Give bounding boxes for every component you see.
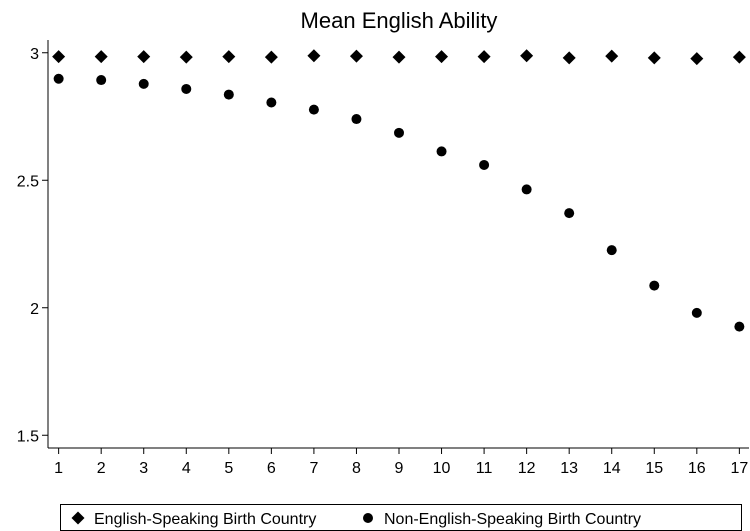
data-point	[606, 245, 617, 256]
data-point	[222, 50, 236, 64]
data-point	[96, 75, 107, 86]
data-point	[605, 49, 619, 63]
series-non-english-speaking	[53, 73, 745, 332]
data-point	[137, 50, 151, 64]
data-point	[52, 50, 66, 64]
data-point	[392, 50, 406, 64]
x-tick-label: 13	[560, 460, 578, 477]
data-point	[477, 50, 491, 64]
x-tick-label: 8	[352, 460, 361, 477]
x-tick-label: 5	[224, 460, 233, 477]
data-point	[179, 50, 193, 64]
y-tick-label: 3	[30, 46, 39, 63]
legend-label: English-Speaking Birth Country	[94, 511, 316, 528]
data-point	[734, 321, 745, 332]
data-point	[308, 104, 319, 115]
x-tick-label: 6	[267, 460, 276, 477]
data-point	[521, 184, 532, 195]
x-tick-label: 4	[182, 460, 191, 477]
data-point	[520, 49, 534, 63]
data-point	[564, 208, 575, 219]
legend: English-Speaking Birth Country Non-Englis…	[60, 504, 742, 531]
data-point	[349, 49, 363, 63]
x-tick-label: 12	[518, 460, 536, 477]
x-tick-label: 17	[730, 460, 748, 477]
data-point	[266, 97, 277, 108]
data-point	[435, 50, 449, 64]
axes: 1.522.531 2 3 4 5 6 7 8 9 10 11 12 13 14 15 16 17	[17, 40, 749, 477]
data-point	[649, 280, 660, 291]
data-point	[94, 50, 108, 64]
data-point	[181, 83, 192, 94]
data-point	[138, 78, 149, 89]
data-point	[351, 114, 362, 125]
y-tick-label: 2.5	[17, 173, 39, 190]
data-point	[307, 49, 321, 63]
chart-title: Mean English Ability	[301, 8, 498, 33]
data-point	[732, 50, 746, 64]
data-point	[223, 89, 234, 100]
data-point	[53, 73, 64, 84]
x-tick-label: 1	[54, 460, 63, 477]
data-point	[562, 51, 576, 65]
data-point	[264, 50, 278, 64]
legend-box	[60, 504, 742, 531]
x-tick-label: 15	[645, 460, 663, 477]
legend-marker-circle	[363, 513, 373, 523]
series-english-speaking	[52, 49, 746, 66]
data-point	[690, 52, 704, 66]
data-point	[394, 127, 404, 138]
x-tick-label: 16	[688, 460, 706, 477]
x-tick-label: 7	[309, 460, 318, 477]
x-tick-label: 10	[433, 460, 451, 477]
data-point	[479, 159, 490, 170]
data-marks	[52, 49, 746, 332]
data-point	[436, 146, 447, 157]
y-tick-label: 2	[30, 301, 39, 318]
x-tick-label: 3	[139, 460, 148, 477]
legend-label: Non-English-Speaking Birth Country	[384, 511, 641, 528]
legend-marker-diamond	[71, 511, 85, 525]
x-tick-label: 14	[603, 460, 621, 477]
x-tick-label: 2	[97, 460, 106, 477]
data-point	[647, 51, 661, 65]
y-tick-label: 1.5	[17, 428, 39, 445]
x-tick-label: 11	[476, 460, 493, 477]
data-point	[691, 307, 702, 318]
x-tick-label: 9	[395, 460, 404, 477]
